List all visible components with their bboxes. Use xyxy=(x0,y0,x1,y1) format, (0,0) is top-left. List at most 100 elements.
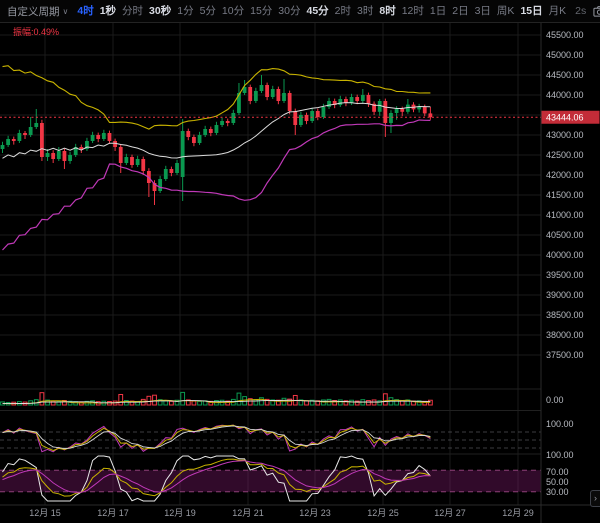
volume-bar xyxy=(416,400,422,406)
timeframe-button-2时[interactable]: 2时 xyxy=(334,4,352,17)
candle-body xyxy=(0,145,5,149)
volume-bar xyxy=(281,397,287,406)
candle-body xyxy=(400,109,405,112)
timeframe-button-3日[interactable]: 3日 xyxy=(474,4,491,17)
middle-band-line xyxy=(2,102,431,159)
timeframe-button-45分[interactable]: 45分 xyxy=(306,4,329,17)
timeframe-button-3时[interactable]: 3时 xyxy=(357,4,374,17)
candle-body xyxy=(11,139,16,141)
lower-band-line xyxy=(2,119,431,251)
price-axis-label: 43000.00 xyxy=(546,130,584,140)
candle-body xyxy=(231,113,236,123)
current-price-tag xyxy=(541,110,600,124)
candle-body xyxy=(203,129,208,135)
timeframe-button-8时[interactable]: 8时 xyxy=(379,4,396,17)
timeframe-button-1分[interactable]: 1分 xyxy=(177,4,194,17)
kdj-axis-label: 100.00 xyxy=(546,450,574,460)
candle-body xyxy=(344,99,348,103)
candle-body xyxy=(327,101,331,107)
candle-body xyxy=(321,107,326,117)
kdj-axis-label: 30.00 xyxy=(546,487,569,497)
volume-bar xyxy=(298,399,304,406)
price-axis-label: 45500.00 xyxy=(546,30,584,40)
custom-period-dropdown[interactable]: 自定义周期 ∨ xyxy=(0,4,74,19)
volume-bar xyxy=(394,399,400,406)
volume-bar xyxy=(349,399,354,406)
timeframe-button-15分[interactable]: 15分 xyxy=(250,4,273,17)
volume-bar xyxy=(354,400,360,406)
candle-body xyxy=(90,135,95,141)
candle-body xyxy=(405,104,410,112)
kdj-axis-label: 70.00 xyxy=(546,467,569,477)
timeframe-button-12时[interactable]: 12时 xyxy=(401,4,424,17)
timeframe-button-15日[interactable]: 15日 xyxy=(520,4,543,17)
candle-body xyxy=(355,97,360,101)
timeframe-button-2日[interactable]: 2日 xyxy=(452,4,469,17)
candle-body xyxy=(152,183,157,191)
candle-body xyxy=(96,135,101,139)
volume-bar xyxy=(180,391,186,406)
price-axis-label: 40000.00 xyxy=(546,250,584,260)
panel-collapse-tab[interactable]: › xyxy=(590,490,600,507)
price-axis[interactable]: 45500.00 45000.00 44500.00 44000.00 43000.00… xyxy=(540,22,584,523)
volume-bar xyxy=(332,400,338,406)
volume-bar xyxy=(157,399,163,406)
time-axis[interactable]: 12月 15 12月 17 12月 19 12月 21 12月 23 12月 25 12月 … xyxy=(0,504,600,518)
timeframe-button-分时[interactable]: 分时 xyxy=(122,4,144,17)
candle-body xyxy=(107,133,112,141)
price-axis-label: 42500.00 xyxy=(546,150,584,160)
price-axis-label: 45000.00 xyxy=(546,50,584,60)
kdj-axis-label: 50.00 xyxy=(546,477,569,487)
time-axis-label: 12月 23 xyxy=(299,508,331,518)
volume-bar xyxy=(343,400,349,406)
timeframe-button-30分[interactable]: 30分 xyxy=(278,4,301,17)
volume-bar xyxy=(321,399,326,406)
candle-body xyxy=(135,159,140,165)
candle-body xyxy=(118,147,123,163)
price-axis-label: 42000.00 xyxy=(546,170,584,180)
amplitude-indicator-label: 振幅:0.49% xyxy=(13,27,60,37)
candle-body xyxy=(141,159,146,171)
candle-body xyxy=(197,135,202,143)
candle-body xyxy=(242,87,247,93)
screenshot-button[interactable] xyxy=(589,0,600,22)
volume-bar xyxy=(163,400,169,406)
price-axis-label: 44000.00 xyxy=(546,90,584,100)
timeframe-button-5分[interactable]: 5分 xyxy=(199,4,216,17)
candle-body xyxy=(349,97,354,103)
candle-body xyxy=(389,113,393,123)
camera-icon xyxy=(593,5,600,17)
candle-body xyxy=(45,153,50,157)
candle-body xyxy=(180,131,185,177)
volume-bar xyxy=(169,400,174,406)
price-axis-label: 38500.00 xyxy=(546,310,584,320)
candle-body xyxy=(214,125,219,133)
timeframe-button-周K[interactable]: 周K xyxy=(496,4,515,17)
candle-body xyxy=(158,179,163,191)
timeframe-button-2s[interactable]: 2s xyxy=(575,4,587,17)
price-axis-label: 37500.00 xyxy=(546,350,584,360)
candle-body xyxy=(17,133,22,141)
timeframe-button-1秒[interactable]: 1秒 xyxy=(99,4,117,17)
chevron-down-icon: ∨ xyxy=(62,6,69,16)
volume-bar xyxy=(123,400,129,406)
bollinger-bands xyxy=(2,65,431,251)
volume-bar xyxy=(309,399,315,406)
timeframe-button-30秒[interactable]: 30秒 xyxy=(149,4,172,17)
volume-bar xyxy=(242,396,247,406)
volume-bar xyxy=(185,399,191,406)
current-price: 43444.06 xyxy=(0,110,600,124)
timeframe-button-10分[interactable]: 10分 xyxy=(221,4,245,17)
candle-body xyxy=(332,101,337,105)
timeframe-button-月K[interactable]: 月K xyxy=(548,4,567,17)
candle-body xyxy=(169,169,174,173)
timeframe-button-1日[interactable]: 1日 xyxy=(429,4,447,17)
candle-body xyxy=(163,169,168,179)
current-price-value: 43444.06 xyxy=(546,112,584,122)
volume-bar xyxy=(382,393,388,406)
candle-body xyxy=(248,87,253,101)
candle-body xyxy=(220,121,224,125)
price-axis-label: 39500.00 xyxy=(546,270,584,280)
timeframe-button-4时[interactable]: 4时 xyxy=(77,4,94,17)
